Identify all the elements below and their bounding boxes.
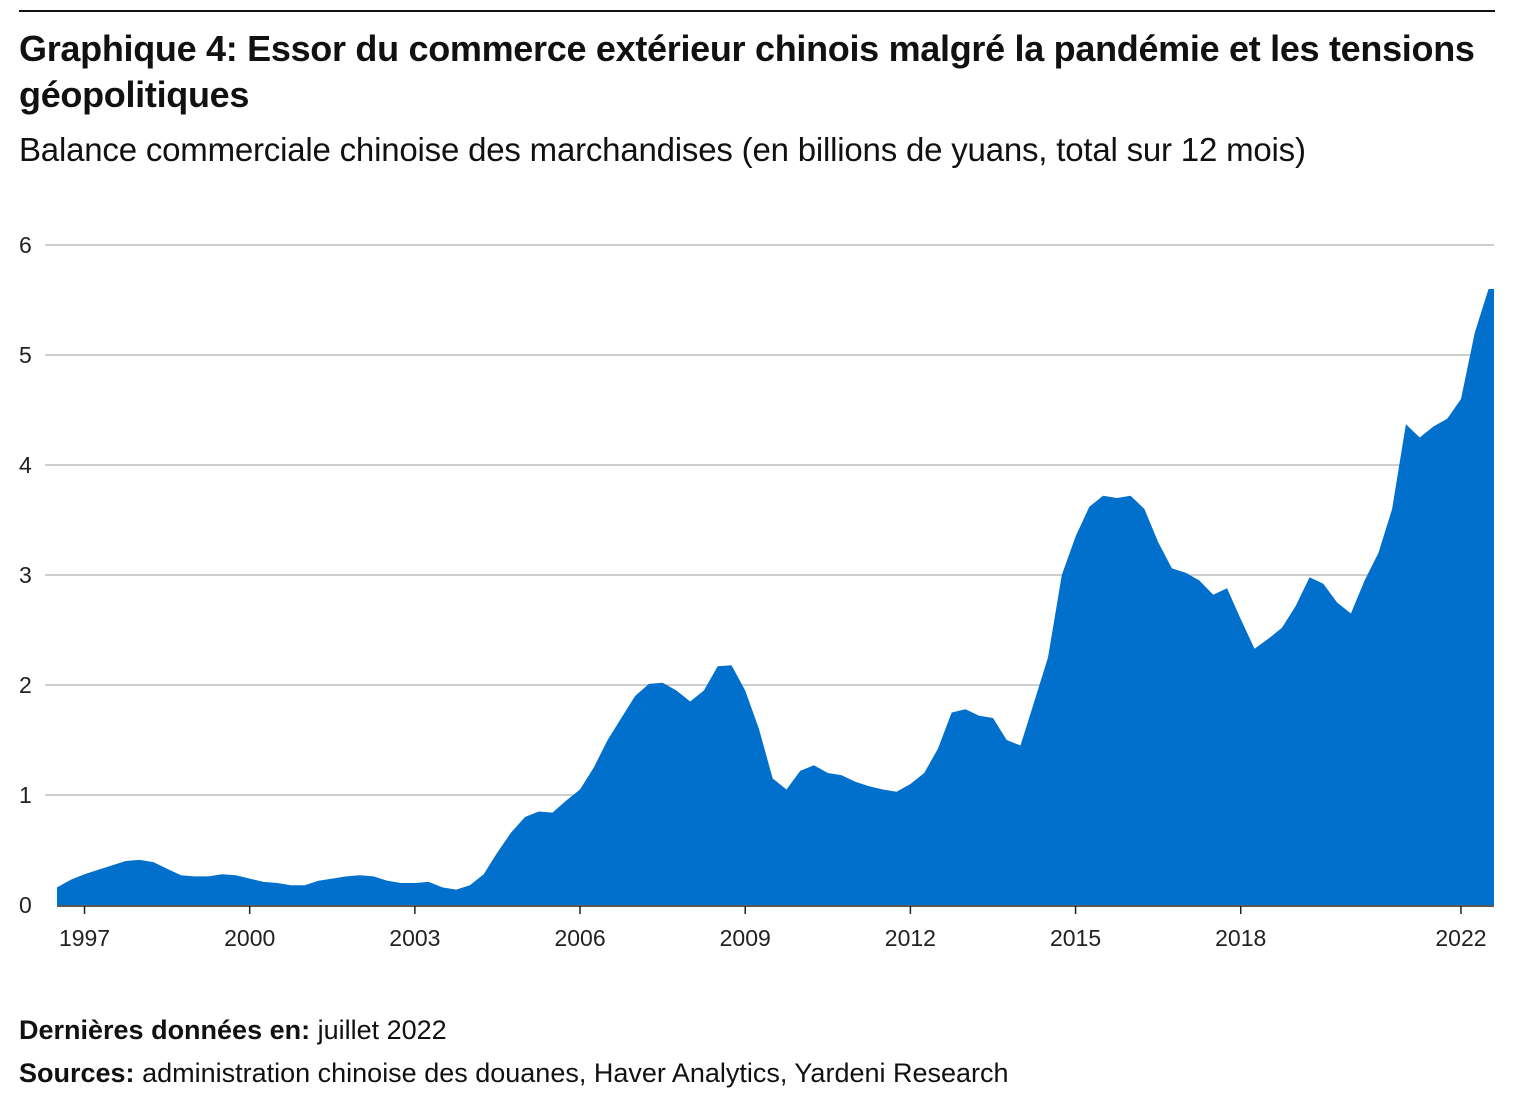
sources-note: Sources: administration chinoise des dou… [19, 1056, 1009, 1090]
area-series [57, 289, 1494, 905]
x-tick-label-2012: 2012 [885, 925, 936, 951]
chart-title: Graphique 4: Essor du commerce extérieur… [19, 28, 1475, 115]
x-tick-label-1997: 1997 [59, 925, 110, 951]
x-tick-label-2006: 2006 [554, 925, 605, 951]
y-tick-label-4: 4 [19, 452, 32, 478]
y-tick-label-2: 2 [19, 672, 32, 698]
tick-labels: 0 1 2 3 4 5 6 1997 2000 2003 2006 2009 2012 2015 2018 2… [19, 232, 1487, 951]
x-tick-label-2000: 2000 [224, 925, 275, 951]
y-tick-label-1: 1 [19, 782, 32, 808]
y-tick-label-3: 3 [19, 562, 32, 588]
latest-data-label: Dernières données en: [19, 1015, 311, 1045]
top-rule [19, 10, 1495, 12]
trade-balance-area-chart: 0 1 2 3 4 5 6 1997 2000 2003 2006 2009 2012 2015 2018 2… [19, 232, 1494, 951]
x-tick-label-2022: 2022 [1435, 925, 1486, 951]
x-tick-label-2018: 2018 [1215, 925, 1266, 951]
trade-balance-area [57, 289, 1494, 905]
y-tick-label-0: 0 [19, 892, 32, 918]
y-tick-label-5: 5 [19, 342, 32, 368]
x-tick-label-2003: 2003 [389, 925, 440, 951]
sources-value: administration chinoise des douanes, Hav… [142, 1058, 1009, 1088]
x-tick-label-2015: 2015 [1050, 925, 1101, 951]
chart-subtitle: Balance commerciale chinoise des marchan… [19, 131, 1306, 168]
y-tick-label-6: 6 [19, 232, 32, 258]
latest-data-note: Dernières données en: juillet 2022 [19, 1013, 447, 1047]
x-axis [57, 905, 1494, 914]
latest-data-value: juillet 2022 [317, 1015, 447, 1045]
x-tick-label-2009: 2009 [720, 925, 771, 951]
sources-label: Sources: [19, 1058, 135, 1088]
